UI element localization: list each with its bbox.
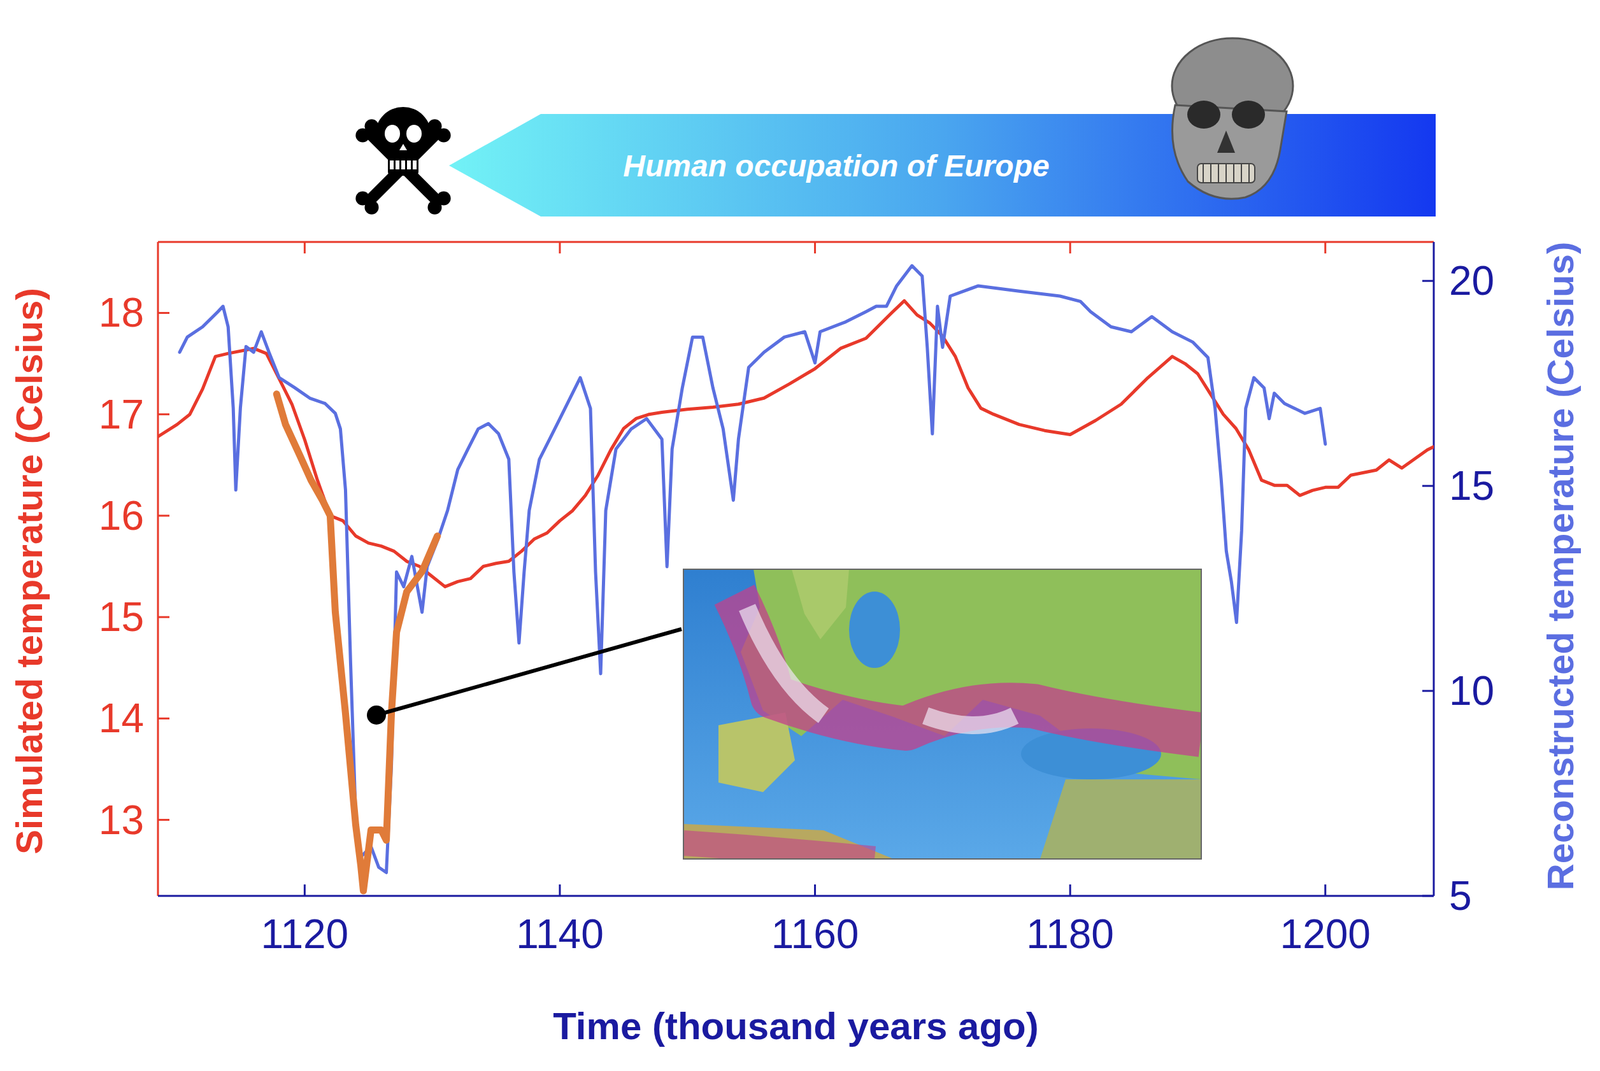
nasal xyxy=(1217,130,1236,153)
y2-tick-label: 15 xyxy=(1449,463,1495,509)
map-land xyxy=(740,569,1202,780)
skull-tooth xyxy=(412,160,417,170)
y-tick xyxy=(157,717,170,720)
eye-socket xyxy=(1231,100,1265,129)
chart: Human occupation of Europe 1120 1140 1160 11… xyxy=(0,0,1600,1071)
tooth-gap xyxy=(1248,163,1250,183)
connector-line xyxy=(376,629,682,716)
inset-map xyxy=(683,569,1202,860)
y-tick-label: 15 xyxy=(98,594,144,641)
x-tick xyxy=(814,884,816,897)
y-tick xyxy=(157,413,170,416)
skull-tooth xyxy=(401,160,406,170)
x-tick-top xyxy=(1324,242,1327,254)
skull-tooth xyxy=(407,160,411,170)
map-band-south xyxy=(683,843,875,860)
y2-tick xyxy=(1422,895,1434,898)
x-tick-label: 1160 xyxy=(771,911,860,958)
skull-tooth xyxy=(389,160,394,170)
skull-jaw xyxy=(387,154,419,176)
y-tick-label: 13 xyxy=(98,797,144,844)
x-tick xyxy=(1324,884,1327,897)
tooth-gap xyxy=(1202,163,1204,183)
tooth-gap xyxy=(1217,163,1220,183)
skull-crossbones xyxy=(352,107,454,218)
eye-socket xyxy=(1187,100,1221,129)
y-axis-line xyxy=(157,242,160,897)
y-tick-label: 14 xyxy=(98,695,144,742)
banner-arrow xyxy=(449,114,1436,217)
map-ice-band xyxy=(734,594,1202,736)
x-tick-label: 1200 xyxy=(1280,911,1371,958)
x-tick-top xyxy=(814,242,816,254)
map-ice xyxy=(747,607,1015,726)
tooth-gap xyxy=(1225,163,1227,183)
tooth-gap xyxy=(1210,163,1212,183)
y-tick-label: 16 xyxy=(98,492,144,539)
tooth-gap xyxy=(1240,163,1243,183)
y2-tick xyxy=(1422,280,1434,283)
skull-tooth xyxy=(395,160,400,170)
x-axis-title: Time (thousand years ago) xyxy=(552,1005,1039,1048)
x-tick-top xyxy=(303,242,306,254)
hominin-skull xyxy=(1171,38,1293,199)
annotation: Human occupation of Europe xyxy=(622,149,1050,183)
x-tick-top xyxy=(558,242,561,254)
top-frame xyxy=(157,241,1434,244)
teeth xyxy=(1197,163,1255,183)
map-baltic xyxy=(849,591,900,669)
x-tick-label: 1180 xyxy=(1026,911,1115,958)
y-tick xyxy=(157,312,170,315)
map-body xyxy=(683,569,1202,860)
x-tick-label: 1140 xyxy=(515,911,604,958)
x-tick-top xyxy=(1069,242,1072,254)
y-tick xyxy=(157,819,170,822)
y-tick xyxy=(157,514,170,517)
series-line xyxy=(276,394,437,892)
map-anatolia xyxy=(1040,779,1202,860)
bone-end xyxy=(424,197,445,218)
y2-tick xyxy=(1422,690,1434,693)
connector-dot xyxy=(366,705,386,725)
map-africa xyxy=(683,824,894,860)
map-iberia xyxy=(718,712,795,793)
x-tick xyxy=(558,884,561,897)
y-tick-label: 18 xyxy=(98,289,144,336)
y2-axis-line xyxy=(1433,242,1436,897)
y-tick-label: 17 xyxy=(98,391,144,438)
map-sea xyxy=(683,569,1202,860)
skull-eye xyxy=(384,124,400,143)
y2-tick-label: 10 xyxy=(1449,668,1495,715)
y-axis-title: Simulated temperature (Celsius) xyxy=(8,287,50,855)
skull-eye xyxy=(406,124,422,143)
bone-end xyxy=(361,197,382,218)
tooth-gap xyxy=(1233,163,1235,183)
y2-tick-label: 5 xyxy=(1449,873,1472,920)
map-border xyxy=(683,569,1202,860)
x-axis-line xyxy=(157,895,1434,898)
x-tick xyxy=(1069,884,1072,897)
bone-end xyxy=(352,125,373,146)
y2-axis-title: Reconstructed temperature (Celsius) xyxy=(1539,242,1581,891)
plot-area xyxy=(157,265,1434,892)
x-tick xyxy=(303,884,306,897)
x-tick-label: 1120 xyxy=(261,911,350,958)
y2-tick-label: 20 xyxy=(1449,257,1495,304)
y-tick xyxy=(157,616,170,619)
skull-nose xyxy=(399,143,408,151)
y2-tick xyxy=(1422,485,1434,488)
bone-end xyxy=(433,125,454,146)
map-land xyxy=(791,569,850,640)
